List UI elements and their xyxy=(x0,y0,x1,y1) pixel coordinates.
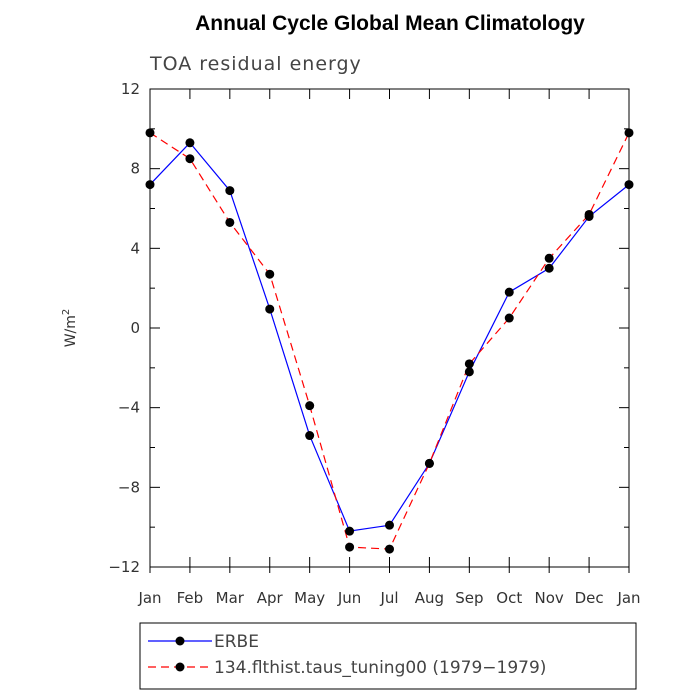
chart-subtitle: TOA residual energy xyxy=(149,53,362,75)
legend-label-1: 134.flthist.taus_tuning00 (1979−1979) xyxy=(214,658,546,678)
legend-label-0: ERBE xyxy=(214,632,259,652)
series-1-point xyxy=(225,217,235,227)
y-tick-label: 12 xyxy=(121,80,140,98)
y-tick-label: −4 xyxy=(118,399,140,417)
y-axis-label-superscript: 2 xyxy=(61,309,72,315)
series-0-point xyxy=(305,431,315,441)
series-points xyxy=(145,128,634,554)
plot-frame xyxy=(149,88,630,568)
y-axis-label: W/m2 xyxy=(61,309,79,348)
series-1-point xyxy=(385,544,394,554)
series-line-0 xyxy=(149,141,630,532)
x-tick-label: Feb xyxy=(177,589,204,607)
x-tick-label: Jan xyxy=(137,589,161,607)
series-1-point xyxy=(424,458,434,468)
series-1-point xyxy=(305,401,315,411)
series-0-point xyxy=(504,287,514,297)
legend-marker-0 xyxy=(175,636,185,646)
series-1-point xyxy=(185,154,195,164)
series-0-point xyxy=(464,367,474,377)
y-tick-label: 0 xyxy=(130,319,140,337)
series-line-1 xyxy=(149,132,630,550)
x-tick-label: Apr xyxy=(257,589,284,607)
x-tick-label: Nov xyxy=(535,589,564,607)
y-tick-label: −12 xyxy=(108,558,140,576)
series-1-point xyxy=(265,269,275,279)
series-0-point xyxy=(185,138,195,148)
legend: ERBE 134.flthist.taus_tuning00 (1979−1979… xyxy=(139,622,637,690)
series-0-point xyxy=(544,263,554,273)
series-lines xyxy=(149,132,630,550)
legend-marker-1 xyxy=(175,662,185,672)
x-tick-label: Aug xyxy=(415,589,444,607)
x-tick-label: Mar xyxy=(216,589,245,607)
x-tick-label: Jan xyxy=(616,589,640,607)
series-1-point xyxy=(504,313,514,323)
tick-labels: −12 −8 −4 0 4 8 12 Jan Feb Mar Apr May Jun Jul Aug Sep O… xyxy=(108,80,640,607)
y-tick-label: 4 xyxy=(130,239,140,257)
y-axis-label-text: W/m xyxy=(63,315,79,347)
series-0-point xyxy=(265,304,275,314)
series-1-point xyxy=(584,209,594,219)
legend-box xyxy=(139,622,637,690)
x-tick-label: Jun xyxy=(337,589,361,607)
series-0-point xyxy=(225,186,235,196)
axis-ticks xyxy=(149,88,630,573)
series-1-point xyxy=(464,359,474,369)
y-tick-label: −8 xyxy=(118,478,140,496)
x-tick-label: Oct xyxy=(496,589,522,607)
series-1-point xyxy=(345,542,355,552)
svg-text:W/m2: W/m2 xyxy=(61,309,79,348)
x-tick-label: Dec xyxy=(575,589,604,607)
y-tick-label: 8 xyxy=(130,160,140,178)
series-0-point xyxy=(345,526,355,536)
x-tick-label: May xyxy=(294,589,325,607)
chart-title: Annual Cycle Global Mean Climatology xyxy=(195,12,585,35)
series-0-point xyxy=(385,520,394,530)
series-1-point xyxy=(544,253,554,263)
x-tick-label: Sep xyxy=(455,589,483,607)
x-tick-label: Jul xyxy=(379,589,398,607)
